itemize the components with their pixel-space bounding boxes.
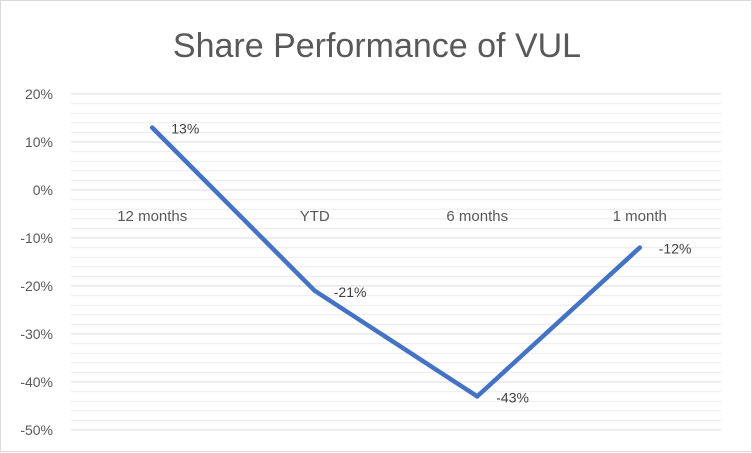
data-label: 13% — [171, 121, 199, 137]
gridlines — [71, 93, 721, 431]
category-label: 1 month — [613, 208, 667, 225]
data-point — [312, 288, 317, 293]
chart-title: Share Performance of VUL — [173, 27, 581, 65]
y-tick-label: 0% — [33, 182, 53, 198]
data-point — [475, 394, 480, 399]
y-tick-label: 10% — [25, 134, 53, 150]
y-tick-label: -40% — [20, 374, 53, 390]
data-point — [150, 125, 155, 130]
series-line — [150, 125, 642, 399]
data-label: -21% — [334, 284, 367, 300]
y-tick-label: 20% — [25, 86, 53, 102]
y-tick-label: -30% — [20, 326, 53, 342]
y-tick-label: -10% — [20, 230, 53, 246]
data-label: -12% — [659, 241, 692, 257]
data-label: -43% — [496, 389, 529, 405]
y-tick-label: -50% — [20, 422, 53, 438]
y-tick-label: -20% — [20, 278, 53, 294]
category-label: 6 months — [446, 208, 508, 225]
y-axis-ticks: 20% 10% 0% -10% -20% -30% -40% -50% — [20, 86, 53, 438]
data-labels: 13% -21% -43% -12% — [171, 121, 691, 406]
category-label: 12 months — [117, 208, 187, 225]
data-point — [637, 245, 642, 250]
category-labels: 12 months YTD 6 months 1 month — [117, 208, 667, 225]
category-label: YTD — [300, 208, 330, 225]
series-line-group — [150, 125, 642, 399]
